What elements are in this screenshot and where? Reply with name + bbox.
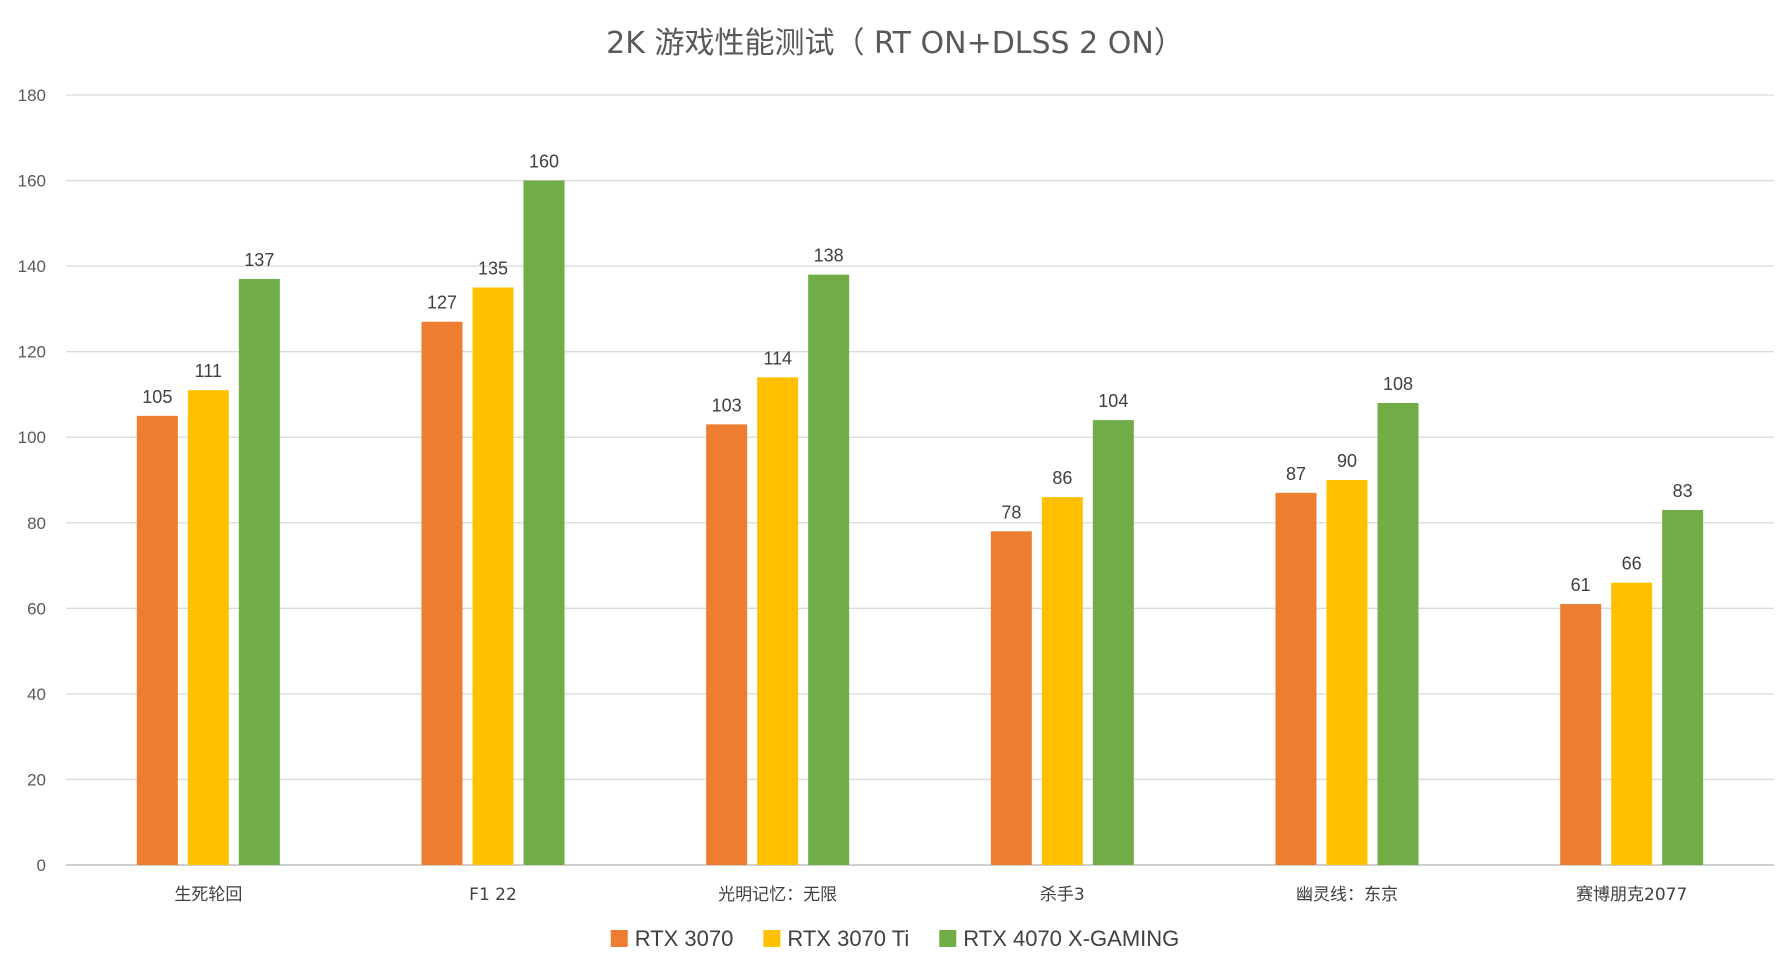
data-label: 61 [1571, 575, 1591, 595]
legend-label: RTX 4070 X-GAMING [963, 926, 1179, 951]
gridlines [66, 94, 1774, 866]
data-label: 78 [1001, 502, 1021, 522]
bar-rtx-3070-ti-0 [187, 390, 229, 865]
legend-label: RTX 3070 Ti [787, 926, 909, 951]
bar-rtx-4070-x-gaming-1 [523, 180, 565, 866]
x-tick-label: 幽灵线：东京 [1296, 885, 1398, 905]
data-label: 66 [1622, 554, 1642, 574]
bars [136, 180, 1704, 866]
y-axis-ticks: 0 20 40 60 80 100 120 140 160 180 [18, 86, 46, 875]
y-tick-label: 140 [18, 257, 46, 276]
y-tick-label: 0 [37, 856, 46, 875]
x-tick-label: 杀手3 [1040, 885, 1085, 905]
x-tick-label: 生死轮回 [174, 885, 242, 905]
bar-rtx-4070-x-gaming-2 [808, 274, 850, 866]
bar-rtx-3070-ti-4 [1326, 480, 1368, 865]
y-tick-label: 160 [18, 172, 46, 191]
y-tick-label: 20 [27, 770, 46, 789]
x-tick-label: 赛博朋克2077 [1576, 884, 1687, 905]
data-label: 105 [142, 387, 172, 407]
data-label: 114 [763, 348, 792, 368]
legend-swatch [939, 930, 957, 947]
y-tick-label: 40 [27, 685, 46, 704]
data-label: 137 [244, 250, 274, 270]
x-tick-label: F1 22 [469, 885, 517, 905]
bar-rtx-4070-x-gaming-5 [1662, 509, 1704, 865]
bar-rtx-4070-x-gaming-0 [238, 278, 280, 865]
chart-title: 2K 游戏性能测试（ RT ON+DLSS 2 ON） [606, 26, 1184, 61]
data-labels: 105 111 137 127 135 160 103 114 138 78 86 104 87 90 10… [142, 152, 1693, 595]
bar-rtx-3070-ti-2 [757, 377, 799, 865]
data-label: 87 [1286, 464, 1306, 484]
bar-rtx-3070-0 [136, 415, 178, 865]
data-label: 111 [195, 361, 222, 381]
data-label: 103 [712, 395, 742, 415]
legend-swatch [763, 930, 781, 947]
legend: RTX 3070 RTX 3070 Ti RTX 4070 X-GAMING [610, 926, 1179, 951]
x-tick-label: 光明记忆：无限 [718, 885, 837, 905]
bar-rtx-3070-ti-5 [1611, 582, 1653, 865]
y-tick-label: 80 [27, 514, 46, 533]
data-label: 138 [814, 246, 844, 266]
data-label: 104 [1098, 391, 1128, 411]
bar-rtx-3070-2 [706, 424, 748, 865]
bar-rtx-3070-ti-3 [1041, 497, 1083, 865]
bar-rtx-4070-x-gaming-3 [1092, 420, 1134, 865]
legend-swatch [610, 930, 628, 947]
data-label: 108 [1383, 374, 1413, 394]
y-tick-label: 180 [18, 86, 46, 105]
bar-rtx-3070-5 [1560, 604, 1602, 865]
x-axis-ticks: 生死轮回 F1 22 光明记忆：无限 杀手3 幽灵线：东京 赛博朋克2077 [174, 884, 1687, 905]
y-tick-label: 100 [18, 428, 46, 447]
data-label: 83 [1673, 481, 1693, 501]
data-label: 86 [1052, 468, 1072, 488]
data-label: 160 [529, 152, 559, 172]
bar-rtx-4070-x-gaming-4 [1377, 403, 1419, 865]
y-tick-label: 60 [27, 599, 46, 618]
y-tick-label: 120 [18, 343, 46, 362]
bar-rtx-3070-4 [1275, 492, 1317, 865]
data-label: 127 [427, 293, 457, 313]
bar-rtx-3070-ti-1 [472, 287, 514, 865]
bar-rtx-3070-1 [421, 321, 463, 865]
data-label: 90 [1337, 451, 1357, 471]
legend-label: RTX 3070 [635, 926, 734, 951]
data-label: 135 [478, 259, 508, 279]
bar-rtx-3070-3 [990, 531, 1032, 865]
